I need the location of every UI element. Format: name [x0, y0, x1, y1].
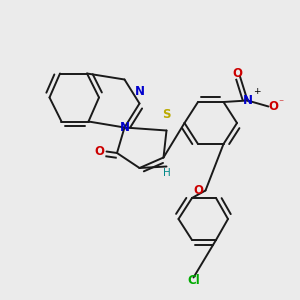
Text: Cl: Cl: [187, 274, 200, 287]
Text: O: O: [94, 145, 104, 158]
Text: H: H: [163, 167, 170, 178]
Text: N: N: [134, 85, 145, 98]
Text: N: N: [242, 94, 253, 107]
Text: S: S: [162, 107, 171, 121]
Text: O: O: [232, 67, 242, 80]
Text: O: O: [268, 100, 278, 113]
Text: ⁻: ⁻: [278, 98, 284, 109]
Text: N: N: [119, 121, 130, 134]
Text: +: +: [253, 87, 260, 96]
Text: O: O: [193, 184, 203, 197]
